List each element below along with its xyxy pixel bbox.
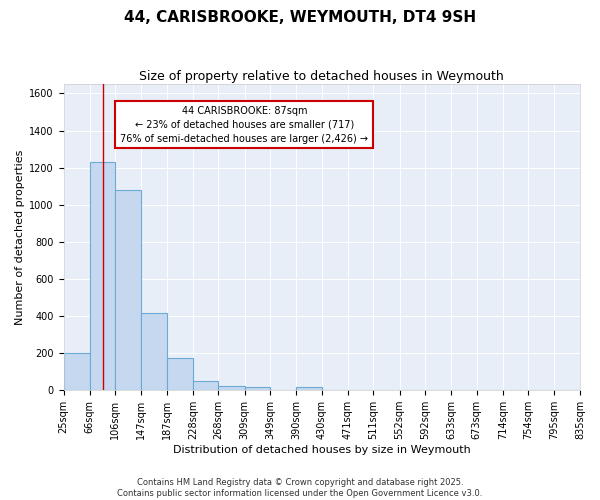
Bar [245,386,270,390]
Bar [115,190,142,390]
Bar [142,313,167,390]
Title: Size of property relative to detached houses in Weymouth: Size of property relative to detached ho… [139,70,504,83]
Text: Contains HM Land Registry data © Crown copyright and database right 2025.
Contai: Contains HM Land Registry data © Crown c… [118,478,482,498]
Bar [218,386,245,390]
Bar [296,386,322,390]
Y-axis label: Number of detached properties: Number of detached properties [15,150,25,325]
Bar [89,162,115,390]
Bar [167,358,193,390]
Text: 44, CARISBROOKE, WEYMOUTH, DT4 9SH: 44, CARISBROOKE, WEYMOUTH, DT4 9SH [124,10,476,25]
Bar [64,353,89,390]
Text: 44 CARISBROOKE: 87sqm
← 23% of detached houses are smaller (717)
76% of semi-det: 44 CARISBROOKE: 87sqm ← 23% of detached … [120,106,368,144]
X-axis label: Distribution of detached houses by size in Weymouth: Distribution of detached houses by size … [173,445,470,455]
Bar [193,381,218,390]
